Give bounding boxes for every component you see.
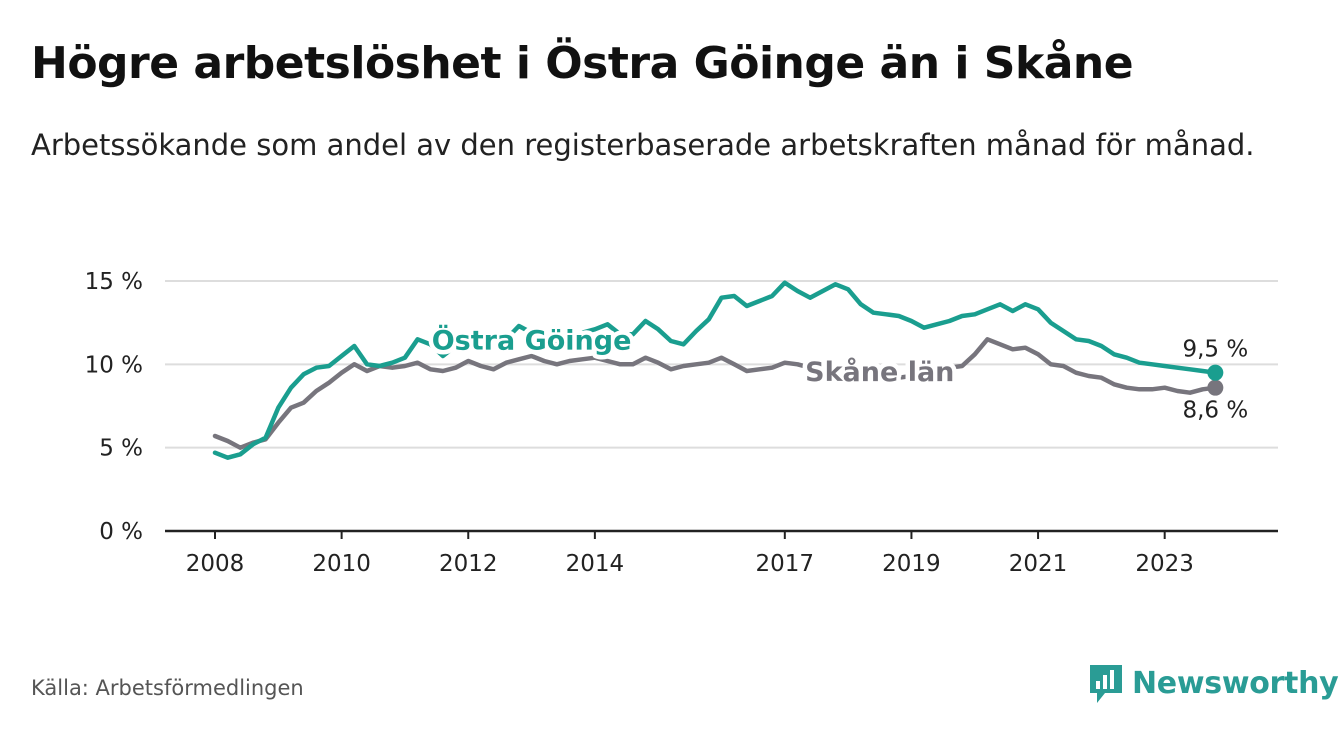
- series-end-marker: [1207, 379, 1224, 396]
- series-name-label: Skåne län: [805, 356, 954, 388]
- y-tick-label: 10 %: [85, 352, 143, 378]
- y-tick-label: 0 %: [99, 519, 143, 545]
- x-tick-label: 2017: [756, 551, 815, 577]
- y-tick-label: 5 %: [99, 436, 143, 462]
- series-end-label: 8,6 %: [1182, 398, 1248, 424]
- series-line-östra-göinge: [212, 280, 1218, 460]
- x-tick-label: 2019: [882, 551, 941, 577]
- chart-title: Högre arbetslöshet i Östra Göinge än i S…: [31, 38, 1134, 89]
- brand-logo[interactable]: Newsworthy: [1088, 660, 1339, 706]
- x-tick-label: 2023: [1135, 551, 1194, 577]
- x-tick-label: 2012: [439, 551, 498, 577]
- x-tick-label: 2008: [186, 551, 245, 577]
- source-note: Källa: Arbetsförmedlingen: [31, 676, 304, 700]
- series-line-skåne-län: [212, 337, 1218, 450]
- line-chart: 0 % 5 % 10 % 15 % 2008 2010 2012 2014 2017 2019 20…: [85, 269, 1278, 577]
- series-end-marker: [1207, 364, 1224, 381]
- x-tick-label: 2014: [566, 551, 625, 577]
- brand-name: Newsworthy: [1132, 665, 1339, 701]
- y-tick-label: 15 %: [85, 269, 143, 295]
- x-tick-label: 2010: [312, 551, 371, 577]
- newsworthy-logo-icon: [1090, 665, 1122, 703]
- chart-subtitle: Arbetssökande som andel av den registerb…: [31, 128, 1255, 162]
- series-end-label: 9,5 %: [1182, 337, 1248, 363]
- series-name-label: Östra Göinge: [432, 323, 632, 356]
- x-tick-label: 2021: [1009, 551, 1068, 577]
